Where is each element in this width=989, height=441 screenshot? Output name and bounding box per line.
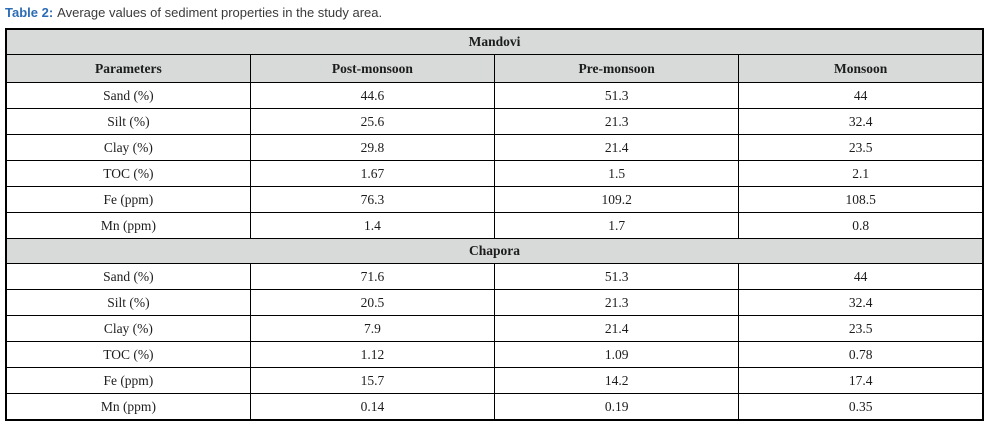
table-row-chapora-toc: TOC (%) 1.12 1.09 0.78 [5, 341, 984, 368]
value-cell: 51.3 [493, 82, 740, 109]
value-cell: 17.4 [738, 367, 984, 394]
column-header-monsoon: Monsoon [738, 54, 984, 83]
table-row-mandovi-toc: TOC (%) 1.67 1.5 2.1 [5, 160, 984, 187]
parameter-cell: Mn (ppm) [5, 393, 251, 421]
value-cell: 21.4 [493, 315, 740, 342]
table-row-chapora-mn: Mn (ppm) 0.14 0.19 0.35 [5, 393, 984, 421]
sediment-properties-table: Mandovi Parameters Post-monsoon Pre-mons… [5, 28, 984, 421]
parameter-cell: Clay (%) [5, 315, 251, 342]
value-cell: 0.19 [493, 393, 740, 421]
value-cell: 29.8 [249, 134, 496, 161]
value-cell: 32.4 [738, 289, 984, 316]
column-header-post-monsoon: Post-monsoon [249, 54, 496, 83]
table-caption-label: Table 2: [5, 5, 54, 20]
table-row-chapora-sand: Sand (%) 71.6 51.3 44 [5, 263, 984, 290]
parameter-cell: Fe (ppm) [5, 367, 251, 394]
table-row-mandovi-sand: Sand (%) 44.6 51.3 44 [5, 82, 984, 109]
parameter-cell: Mn (ppm) [5, 212, 251, 239]
value-cell: 1.67 [249, 160, 496, 187]
section-header-row-chapora: Chapora [5, 238, 984, 264]
value-cell: 76.3 [249, 186, 496, 213]
value-cell: 109.2 [493, 186, 740, 213]
value-cell: 2.1 [738, 160, 984, 187]
value-cell: 15.7 [249, 367, 496, 394]
parameter-cell: TOC (%) [5, 160, 251, 187]
section-header-row-mandovi: Mandovi [5, 28, 984, 55]
value-cell: 1.12 [249, 341, 496, 368]
value-cell: 21.3 [493, 108, 740, 135]
table-caption-text: Average values of sediment properties in… [57, 5, 383, 20]
value-cell: 23.5 [738, 315, 984, 342]
value-cell: 21.3 [493, 289, 740, 316]
value-cell: 23.5 [738, 134, 984, 161]
parameter-cell: Clay (%) [5, 134, 251, 161]
table-row-chapora-fe: Fe (ppm) 15.7 14.2 17.4 [5, 367, 984, 394]
parameter-cell: Sand (%) [5, 82, 251, 109]
parameter-cell: Sand (%) [5, 263, 251, 290]
parameter-cell: Fe (ppm) [5, 186, 251, 213]
column-header-pre-monsoon: Pre-monsoon [493, 54, 740, 83]
table-row-mandovi-fe: Fe (ppm) 76.3 109.2 108.5 [5, 186, 984, 213]
section-title-mandovi: Mandovi [5, 28, 984, 55]
parameter-cell: Silt (%) [5, 289, 251, 316]
column-header-row: Parameters Post-monsoon Pre-monsoon Mons… [5, 54, 984, 83]
value-cell: 44.6 [249, 82, 496, 109]
value-cell: 7.9 [249, 315, 496, 342]
table-row-mandovi-clay: Clay (%) 29.8 21.4 23.5 [5, 134, 984, 161]
value-cell: 14.2 [493, 367, 740, 394]
value-cell: 25.6 [249, 108, 496, 135]
parameter-cell: TOC (%) [5, 341, 251, 368]
value-cell: 1.5 [493, 160, 740, 187]
table-row-mandovi-silt: Silt (%) 25.6 21.3 32.4 [5, 108, 984, 135]
value-cell: 108.5 [738, 186, 984, 213]
value-cell: 44 [738, 263, 984, 290]
value-cell: 0.8 [738, 212, 984, 239]
value-cell: 0.14 [249, 393, 496, 421]
value-cell: 21.4 [493, 134, 740, 161]
value-cell: 1.4 [249, 212, 496, 239]
page: Table 2: Average values of sediment prope… [5, 4, 984, 421]
section-title-chapora: Chapora [5, 238, 984, 264]
value-cell: 1.09 [493, 341, 740, 368]
value-cell: 0.35 [738, 393, 984, 421]
value-cell: 44 [738, 82, 984, 109]
table-row-mandovi-mn: Mn (ppm) 1.4 1.7 0.8 [5, 212, 984, 239]
table-row-chapora-clay: Clay (%) 7.9 21.4 23.5 [5, 315, 984, 342]
value-cell: 32.4 [738, 108, 984, 135]
value-cell: 71.6 [249, 263, 496, 290]
table-caption: Table 2: Average values of sediment prope… [5, 4, 984, 22]
value-cell: 0.78 [738, 341, 984, 368]
value-cell: 20.5 [249, 289, 496, 316]
value-cell: 1.7 [493, 212, 740, 239]
parameter-cell: Silt (%) [5, 108, 251, 135]
column-header-parameters: Parameters [5, 54, 251, 83]
value-cell: 51.3 [493, 263, 740, 290]
table-row-chapora-silt: Silt (%) 20.5 21.3 32.4 [5, 289, 984, 316]
